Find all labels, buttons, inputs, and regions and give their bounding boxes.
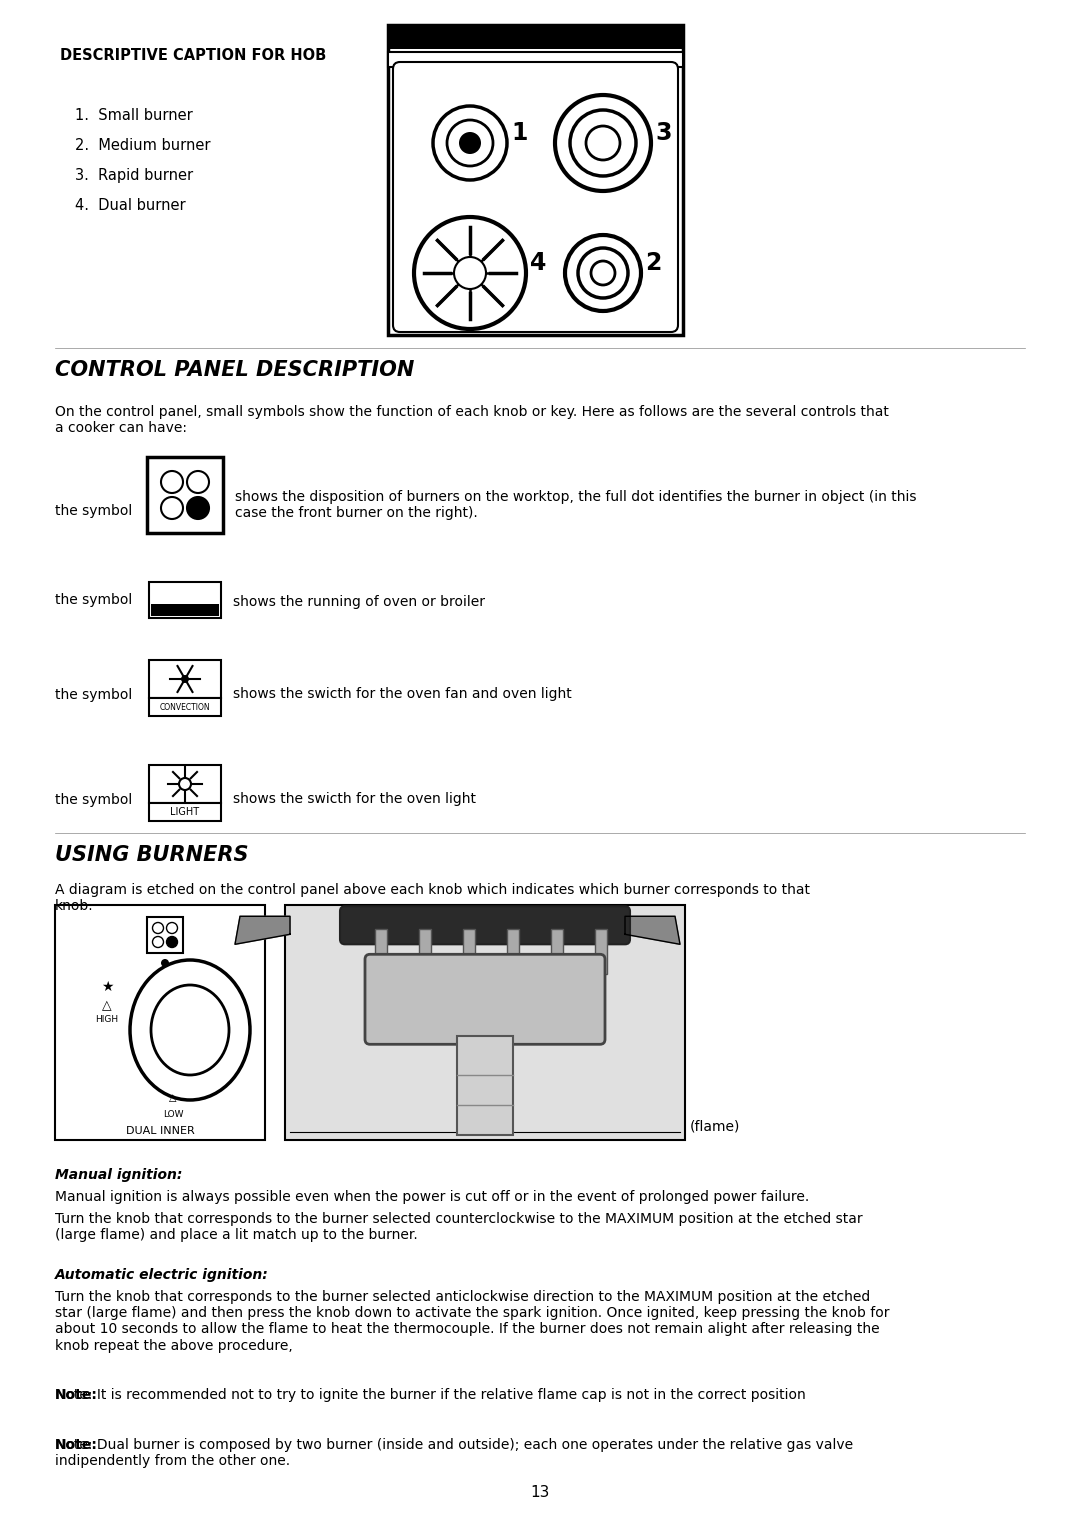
Text: Manual ignition:: Manual ignition: xyxy=(55,1167,183,1183)
Text: DUAL INNER: DUAL INNER xyxy=(125,1126,194,1135)
Text: USING BURNERS: USING BURNERS xyxy=(55,845,248,865)
Text: shows the running of oven or broiler: shows the running of oven or broiler xyxy=(233,594,485,610)
Text: (flame): (flame) xyxy=(690,1118,741,1132)
Text: ★: ★ xyxy=(100,979,113,995)
Polygon shape xyxy=(235,917,291,944)
Circle shape xyxy=(187,497,210,520)
Text: the symbol: the symbol xyxy=(55,593,132,607)
Bar xyxy=(595,929,607,975)
Bar xyxy=(388,24,683,49)
Bar xyxy=(149,766,221,804)
Bar xyxy=(375,929,387,975)
Circle shape xyxy=(161,497,183,520)
Bar xyxy=(55,905,265,1140)
Circle shape xyxy=(586,125,620,160)
Bar xyxy=(457,1036,513,1135)
Text: Note: Dual burner is composed by two burner (inside and outside); each one opera: Note: Dual burner is composed by two bur… xyxy=(55,1438,853,1468)
Circle shape xyxy=(161,471,183,494)
Text: 1.  Small burner: 1. Small burner xyxy=(75,108,192,122)
Bar xyxy=(463,929,475,975)
Circle shape xyxy=(187,471,210,494)
Text: Manual ignition is always possible even when the power is cut off or in the even: Manual ignition is always possible even … xyxy=(55,1190,809,1204)
Text: the symbol: the symbol xyxy=(55,688,132,701)
Circle shape xyxy=(578,248,627,298)
Text: △: △ xyxy=(103,999,112,1012)
Bar xyxy=(149,660,221,698)
Text: △: △ xyxy=(170,1093,177,1103)
Bar xyxy=(151,604,219,616)
Circle shape xyxy=(152,923,163,934)
Bar xyxy=(149,698,221,717)
Bar xyxy=(388,24,683,335)
Text: shows the swicth for the oven light: shows the swicth for the oven light xyxy=(233,792,476,805)
Text: 3.  Rapid burner: 3. Rapid burner xyxy=(75,168,193,183)
Text: 1: 1 xyxy=(511,121,527,145)
Text: CONVECTION: CONVECTION xyxy=(160,703,211,712)
Circle shape xyxy=(570,110,636,176)
Text: 2.  Medium burner: 2. Medium burner xyxy=(75,138,211,153)
Bar xyxy=(149,582,221,617)
Circle shape xyxy=(161,960,168,967)
Text: shows the disposition of burners on the worktop, the full dot identifies the bur: shows the disposition of burners on the … xyxy=(235,490,917,520)
Bar xyxy=(149,804,221,821)
Circle shape xyxy=(454,257,486,289)
Circle shape xyxy=(447,121,492,167)
Text: DESCRIPTIVE CAPTION FOR HOB: DESCRIPTIVE CAPTION FOR HOB xyxy=(60,47,326,63)
Text: Turn the knob that corresponds to the burner selected anticlockwise direction to: Turn the knob that corresponds to the bu… xyxy=(55,1290,890,1352)
Circle shape xyxy=(179,778,191,790)
Circle shape xyxy=(414,217,526,329)
FancyBboxPatch shape xyxy=(393,63,678,332)
FancyBboxPatch shape xyxy=(365,955,605,1044)
Text: On the control panel, small symbols show the function of each knob or key. Here : On the control panel, small symbols show… xyxy=(55,405,889,435)
Circle shape xyxy=(433,105,507,180)
Text: 4: 4 xyxy=(530,251,546,275)
Text: Automatic electric ignition:: Automatic electric ignition: xyxy=(55,1268,269,1282)
Bar xyxy=(147,917,183,953)
Circle shape xyxy=(591,261,615,286)
Text: Note: It is recommended not to try to ignite the burner if the relative flame ca: Note: It is recommended not to try to ig… xyxy=(55,1387,806,1403)
Circle shape xyxy=(152,937,163,947)
Bar xyxy=(507,929,519,975)
FancyBboxPatch shape xyxy=(340,906,630,944)
Text: 2: 2 xyxy=(645,251,661,275)
Circle shape xyxy=(555,95,651,191)
Text: the symbol: the symbol xyxy=(55,504,132,518)
Text: HIGH: HIGH xyxy=(95,1015,119,1024)
Circle shape xyxy=(565,235,642,312)
Circle shape xyxy=(166,923,177,934)
Bar xyxy=(388,52,683,67)
Text: 3: 3 xyxy=(654,121,672,145)
Ellipse shape xyxy=(130,960,249,1100)
Bar xyxy=(551,929,563,975)
Text: CONTROL PANEL DESCRIPTION: CONTROL PANEL DESCRIPTION xyxy=(55,361,415,380)
Bar xyxy=(147,457,222,533)
Circle shape xyxy=(459,131,481,154)
Text: 4.  Dual burner: 4. Dual burner xyxy=(75,199,186,212)
Text: shows the swicth for the oven fan and oven light: shows the swicth for the oven fan and ov… xyxy=(233,688,571,701)
Text: LIGHT: LIGHT xyxy=(171,807,200,817)
Text: Note:: Note: xyxy=(55,1387,98,1403)
Polygon shape xyxy=(625,917,680,944)
Ellipse shape xyxy=(151,986,229,1076)
Text: 13: 13 xyxy=(530,1485,550,1500)
Text: the symbol: the symbol xyxy=(55,793,132,807)
Bar xyxy=(285,905,685,1140)
Text: A diagram is etched on the control panel above each knob which indicates which b: A diagram is etched on the control panel… xyxy=(55,883,810,914)
Text: Turn the knob that corresponds to the burner selected counterclockwise to the MA: Turn the knob that corresponds to the bu… xyxy=(55,1212,863,1242)
Circle shape xyxy=(166,937,177,947)
Text: LOW: LOW xyxy=(163,1109,184,1118)
Text: Note:: Note: xyxy=(55,1438,98,1452)
Bar xyxy=(419,929,431,975)
Circle shape xyxy=(181,675,189,683)
